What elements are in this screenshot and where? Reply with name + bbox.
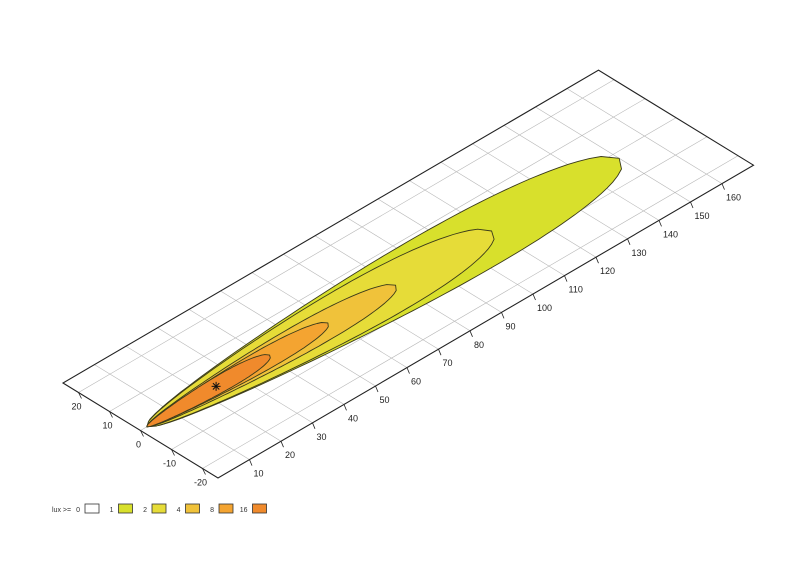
x-tick (469, 330, 473, 337)
x-tick (375, 385, 379, 393)
x-tick-label: 30 (317, 432, 327, 442)
x-tick-label: 90 (506, 321, 516, 331)
plane-border (61, 69, 755, 479)
legend-label: 8 (210, 507, 214, 514)
legend-label: 2 (143, 507, 147, 514)
x-tick (280, 441, 284, 448)
legend-swatch (118, 503, 133, 514)
legend-swatch (218, 503, 234, 514)
x-tick-label: 50 (380, 395, 390, 405)
y-tick (202, 468, 206, 475)
max-marker-stroke (212, 382, 220, 390)
x-tick (406, 367, 410, 374)
legend-swatch (185, 503, 200, 514)
x-tick (438, 349, 442, 356)
contour-layer (146, 156, 622, 428)
grid-line-lateral (78, 79, 615, 393)
x-tick-label: 160 (726, 193, 741, 203)
x-tick (532, 293, 536, 301)
legend: lux >= 0 1 2 4 8 16 (52, 503, 267, 514)
x-tick (627, 238, 631, 245)
y-tick (109, 411, 113, 418)
y-tick-label: -10 (163, 459, 176, 469)
x-tick-label: 120 (600, 266, 615, 276)
legend-title: lux >= (52, 507, 71, 514)
x-tick-label: 130 (632, 248, 647, 258)
legend-swatch (151, 503, 167, 514)
x-tick (595, 257, 599, 264)
legend-label: 0 (76, 507, 80, 514)
grid-line-lateral (202, 155, 739, 469)
axis-ticks: 1020304050607080901001101201301401501602… (71, 183, 741, 488)
plane-frame (61, 69, 755, 479)
x-tick-label: 10 (254, 469, 264, 479)
max-marker (211, 381, 221, 391)
x-tick (249, 459, 253, 466)
x-tick (721, 183, 725, 190)
legend-label: 1 (110, 507, 114, 514)
legend-swatch (84, 503, 100, 514)
x-tick (658, 220, 662, 227)
legend-label: 4 (177, 507, 181, 514)
y-tick (78, 392, 82, 399)
x-tick (501, 312, 505, 319)
y-tick-label: -20 (194, 478, 207, 488)
grid-line-lateral (109, 98, 646, 412)
y-tick-label: 20 (71, 402, 81, 412)
x-tick-label: 150 (695, 211, 710, 221)
legend-label: 16 (240, 507, 248, 514)
x-tick-label: 110 (569, 285, 583, 295)
x-tick (343, 404, 347, 411)
y-tick-label: 0 (136, 440, 141, 450)
y-tick-label: 10 (102, 421, 112, 431)
contour-16-lux (146, 354, 271, 428)
y-tick (171, 449, 175, 456)
x-tick (564, 275, 568, 282)
x-tick-label: 80 (474, 340, 484, 350)
x-tick-label: 60 (411, 377, 421, 387)
legend-swatch (252, 503, 267, 514)
y-tick (140, 430, 144, 437)
x-tick-label: 40 (348, 413, 358, 423)
x-tick (690, 201, 694, 209)
x-tick-label: 70 (443, 358, 453, 368)
x-tick-label: 140 (663, 229, 678, 239)
x-tick-label: 20 (285, 450, 295, 460)
x-tick-label: 100 (537, 303, 552, 313)
x-tick (312, 422, 316, 429)
